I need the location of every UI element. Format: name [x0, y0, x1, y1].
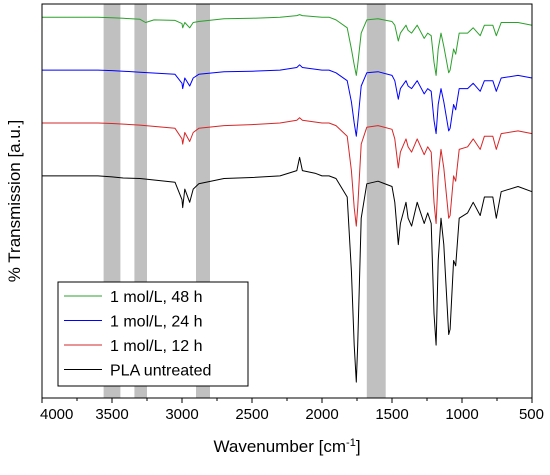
legend-label-1: 1 mol/L, 48 h [110, 289, 203, 306]
legend-label-2: 1 mol/L, 24 h [110, 314, 203, 331]
x-tick-label-2000: 2000 [305, 406, 338, 423]
x-tick-label-2500: 2500 [235, 406, 268, 423]
series-line-1-mol-l-24-h [42, 64, 533, 137]
spectra-lines [42, 14, 533, 383]
x-tick-label-500: 500 [519, 406, 544, 423]
legend-box [57, 281, 249, 387]
legend-label-3: 1 mol/L, 12 h [110, 338, 203, 355]
series-line-pla-untreated [42, 156, 533, 383]
highlight-band-4 [366, 4, 386, 398]
x-axis-label-main: Wavenumber [cm [213, 437, 346, 456]
legend-label-4: PLA untreated [110, 363, 211, 380]
x-axis-label: Wavenumber [cm-1] [213, 437, 360, 456]
legend: 1 mol/L, 48 h 1 mol/L, 24 h 1 mol/L, 12 h P… [57, 281, 249, 387]
series-line-1-mol-l-48-h [42, 14, 533, 76]
x-axis-ticks: 4000 3500 3000 2500 2000 1500 1000 500 [40, 398, 544, 423]
y-axis-label: % Transmission [a.u.] [5, 120, 24, 283]
x-tick-label-1000: 1000 [445, 406, 478, 423]
x-axis-label-suffix: ] [356, 437, 361, 456]
x-tick-label-4000: 4000 [40, 406, 73, 423]
x-axis-label-sup: -1 [346, 437, 356, 449]
series-line-1-mol-l-12-h [42, 117, 533, 227]
x-tick-label-3500: 3500 [95, 406, 128, 423]
x-tick-label-1500: 1500 [375, 406, 408, 423]
x-tick-label-3000: 3000 [165, 406, 198, 423]
legend-items: 1 mol/L, 48 h 1 mol/L, 24 h 1 mol/L, 12 h P… [64, 289, 211, 380]
